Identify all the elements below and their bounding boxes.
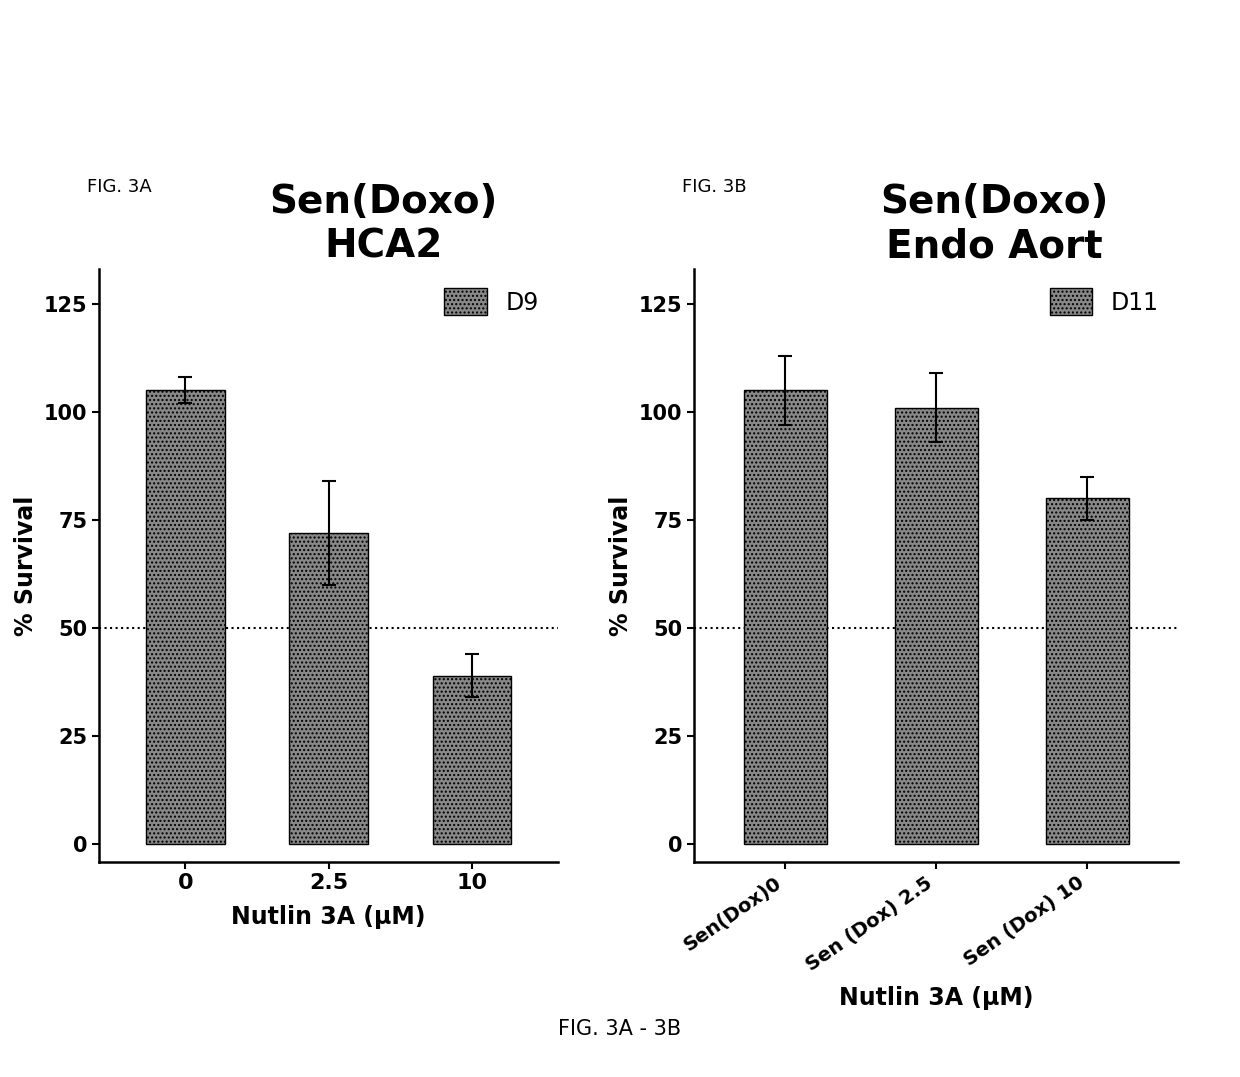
Bar	[1045, 499, 1128, 844]
Text: FIG. 3B: FIG. 3B	[682, 178, 746, 196]
X-axis label: Nutlin 3A (μM): Nutlin 3A (μM)	[232, 905, 425, 928]
Text: FIG. 3A: FIG. 3A	[87, 178, 151, 196]
Legend: D11: D11	[1043, 281, 1166, 322]
Text: Sen(Doxo)
HCA2: Sen(Doxo) HCA2	[269, 183, 497, 265]
Bar	[289, 533, 368, 844]
Text: Sen(Doxo)
Endo Aort: Sen(Doxo) Endo Aort	[880, 183, 1109, 265]
Y-axis label: % Survival: % Survival	[609, 495, 634, 635]
Bar	[744, 390, 827, 844]
Bar	[433, 675, 511, 844]
Y-axis label: % Survival: % Survival	[14, 495, 38, 635]
X-axis label: Nutlin 3A (μM): Nutlin 3A (μM)	[839, 985, 1033, 1010]
Text: FIG. 3A - 3B: FIG. 3A - 3B	[558, 1019, 682, 1038]
Bar	[146, 390, 224, 844]
Legend: D9: D9	[438, 281, 546, 322]
Bar	[894, 407, 978, 844]
